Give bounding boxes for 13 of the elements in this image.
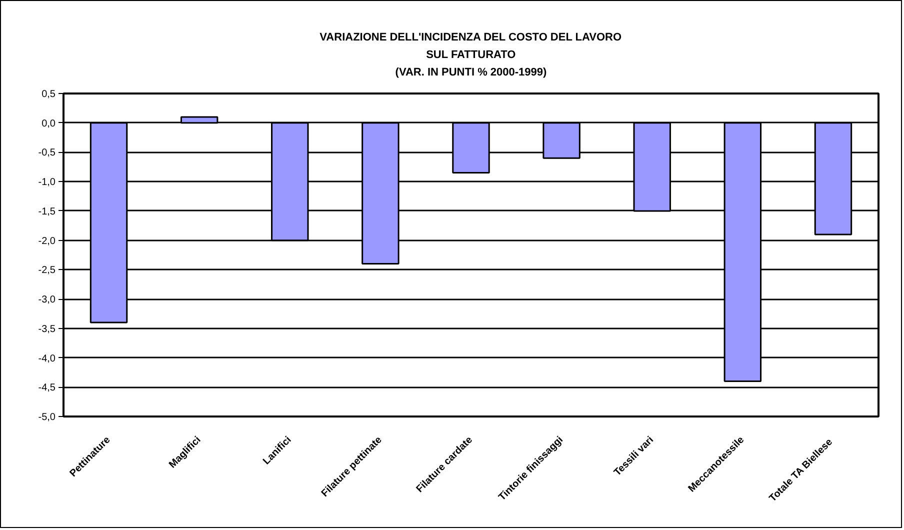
- y-tick-label: -3,0: [38, 294, 56, 306]
- y-tick-label: -2,0: [38, 236, 56, 247]
- y-tick-label: -1,0: [38, 177, 56, 188]
- y-tick-label: -1,5: [38, 206, 56, 218]
- y-tick-label: -3,5: [38, 324, 56, 335]
- chart-title: VARIAZIONE DELL'INCIDENZA DEL COSTO DEL LAVORO SUL FATTURATO (VAR. IN PUNTI % 2000-1999): [320, 32, 622, 78]
- y-tick-label: -4,0: [38, 353, 56, 364]
- y-tick-label: -0,5: [38, 148, 56, 159]
- y-tick-label: -5,0: [38, 412, 56, 423]
- y-tick-label: -4,5: [38, 382, 56, 394]
- y-tick-label: 0,0: [42, 118, 56, 130]
- y-tick-label: 0,5: [42, 89, 56, 100]
- y-tick-label: -2,5: [38, 265, 56, 276]
